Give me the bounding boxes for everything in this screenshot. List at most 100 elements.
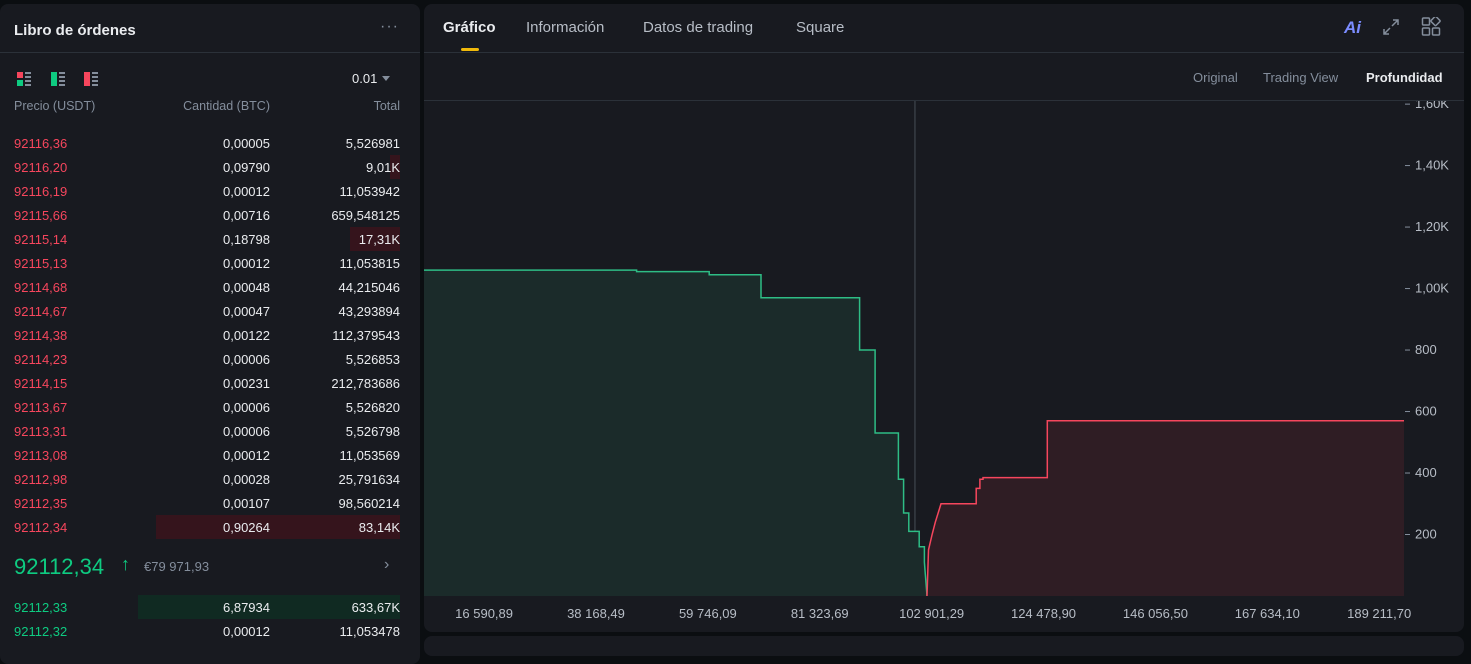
row-total: 11,053569 xyxy=(339,448,401,463)
bottom-panel xyxy=(424,636,1464,656)
row-price: 92112,32 xyxy=(14,624,68,639)
depth-bar xyxy=(350,227,400,251)
row-quantity: 0,00028 xyxy=(223,472,270,487)
book-mode-bids-icon[interactable] xyxy=(51,72,65,86)
tab-grafico[interactable]: Gráfico xyxy=(443,19,496,36)
ai-icon[interactable]: Ai xyxy=(1344,18,1361,37)
view-trading-view[interactable]: Trading View xyxy=(1263,70,1339,85)
row-total: 44,215046 xyxy=(338,280,400,295)
y-tick-label: 200 xyxy=(1415,527,1437,542)
chart-panel: Gráfico Información Datos de trading Squ… xyxy=(424,4,1464,632)
row-total: 5,526981 xyxy=(345,136,400,151)
row-price: 92114,68 xyxy=(14,280,68,295)
ask-row[interactable]: 92112,34 0,90264 83,14K xyxy=(0,515,420,539)
tab-informacion[interactable]: Información xyxy=(526,19,605,36)
row-price: 92113,67 xyxy=(14,400,68,415)
ask-row[interactable]: 92112,35 0,00107 98,560214 xyxy=(0,491,420,515)
ask-row[interactable]: 92114,67 0,00047 43,293894 xyxy=(0,299,420,323)
row-quantity: 0,09790 xyxy=(223,160,270,175)
row-quantity: 0,00012 xyxy=(223,448,270,463)
row-quantity: 0,00231 xyxy=(223,376,270,391)
x-tick-label: 16 590,89 xyxy=(455,606,513,621)
bid-row[interactable]: 92112,32 0,00012 11,053478 xyxy=(0,619,420,643)
row-quantity: 0,00012 xyxy=(223,256,270,271)
y-tick-label: 1,40K xyxy=(1415,158,1449,173)
row-quantity: 0,00006 xyxy=(223,352,270,367)
chevron-right-icon[interactable]: › xyxy=(384,556,390,573)
row-price: 92115,66 xyxy=(14,208,68,223)
y-tick-label: 1,00K xyxy=(1415,281,1449,296)
row-price: 92112,98 xyxy=(14,472,68,487)
row-total: 11,053815 xyxy=(339,256,401,271)
row-quantity: 0,00006 xyxy=(223,400,270,415)
row-quantity: 0,00122 xyxy=(223,328,270,343)
last-price: 92112,34 xyxy=(14,554,105,579)
row-total: 5,526798 xyxy=(345,424,400,439)
x-tick-label: 189 211,70 xyxy=(1347,606,1411,621)
tab-datos-de-trading[interactable]: Datos de trading xyxy=(643,19,754,36)
row-total: 11,053942 xyxy=(339,184,401,199)
expand-icon[interactable] xyxy=(1382,18,1400,36)
row-total: 17,31K xyxy=(358,232,400,247)
row-price: 92113,08 xyxy=(14,448,68,463)
row-total: 5,526853 xyxy=(345,352,400,367)
book-mode-both-icon[interactable] xyxy=(17,72,31,86)
bid-row[interactable]: 92112,33 6,87934 633,67K xyxy=(0,595,420,619)
ask-row[interactable]: 92113,31 0,00006 5,526798 xyxy=(0,419,420,443)
column-quantity: Cantidad (BTC) xyxy=(183,99,270,113)
book-mode-asks-icon[interactable] xyxy=(84,72,98,86)
row-quantity: 0,00005 xyxy=(223,136,270,151)
ask-row[interactable]: 92113,08 0,00012 11,053569 xyxy=(0,443,420,467)
row-quantity: 0,00716 xyxy=(223,208,270,223)
row-quantity: 0,00012 xyxy=(223,184,270,199)
ask-row[interactable]: 92116,36 0,00005 5,526981 xyxy=(0,131,420,155)
more-dots-icon[interactable]: ··· xyxy=(380,18,399,35)
row-total: 659,548125 xyxy=(331,208,400,223)
row-total: 11,053478 xyxy=(339,624,401,639)
ask-row[interactable]: 92115,13 0,00012 11,053815 xyxy=(0,251,420,275)
ask-row[interactable]: 92113,67 0,00006 5,526820 xyxy=(0,395,420,419)
ask-row[interactable]: 92114,38 0,00122 112,379543 xyxy=(0,323,420,347)
x-tick-label: 167 634,10 xyxy=(1235,606,1300,621)
row-total: 112,379543 xyxy=(332,328,400,343)
row-total: 633,67K xyxy=(351,600,400,615)
ask-row[interactable]: 92112,98 0,00028 25,791634 xyxy=(0,467,420,491)
view-profundidad[interactable]: Profundidad xyxy=(1366,70,1443,85)
row-price: 92114,38 xyxy=(14,328,68,343)
view-original[interactable]: Original xyxy=(1193,70,1238,85)
ask-row[interactable]: 92115,66 0,00716 659,548125 xyxy=(0,203,420,227)
depth-chart[interactable]: 200 400 600 800 1,00K 1,20K 1,40K 1,60K 16 590,8… xyxy=(424,101,1464,632)
depth-bar xyxy=(389,155,400,179)
x-tick-label: 59 746,09 xyxy=(679,606,737,621)
ask-row[interactable]: 92116,20 0,09790 9,01K xyxy=(0,155,420,179)
row-price: 92113,31 xyxy=(14,424,68,439)
precision-select[interactable]: 0.01 xyxy=(352,71,391,86)
x-tick-label: 102 901,29 xyxy=(899,606,964,621)
row-price: 92115,14 xyxy=(14,232,68,247)
arrow-up-icon: ↑ xyxy=(121,554,130,574)
y-tick-label: 1,20K xyxy=(1415,219,1449,234)
row-price: 92112,33 xyxy=(14,600,68,615)
ask-row[interactable]: 92116,19 0,00012 11,053942 xyxy=(0,179,420,203)
widgets-icon[interactable] xyxy=(1421,17,1441,37)
y-tick-label: 800 xyxy=(1415,342,1437,357)
ask-row[interactable]: 92114,15 0,00231 212,783686 xyxy=(0,371,420,395)
row-total: 212,783686 xyxy=(331,376,400,391)
row-price: 92115,13 xyxy=(14,256,68,271)
tab-square[interactable]: Square xyxy=(796,19,845,36)
ask-row[interactable]: 92114,68 0,00048 44,215046 xyxy=(0,275,420,299)
order-book-title: Libro de órdenes xyxy=(14,22,136,39)
row-total: 98,560214 xyxy=(338,496,400,511)
row-total: 43,293894 xyxy=(338,304,400,319)
ask-row[interactable]: 92115,14 0,18798 17,31K xyxy=(0,227,420,251)
y-tick-label: 400 xyxy=(1415,465,1437,480)
row-price: 92116,19 xyxy=(14,184,68,199)
x-tick-label: 146 056,50 xyxy=(1123,606,1188,621)
row-quantity: 0,90264 xyxy=(223,520,270,535)
row-quantity: 0,00006 xyxy=(223,424,270,439)
row-quantity: 6,87934 xyxy=(223,600,270,615)
active-tab-indicator xyxy=(461,48,479,51)
y-tick-label: 1,60K xyxy=(1415,101,1449,111)
order-book-divider xyxy=(0,52,420,53)
ask-row[interactable]: 92114,23 0,00006 5,526853 xyxy=(0,347,420,371)
